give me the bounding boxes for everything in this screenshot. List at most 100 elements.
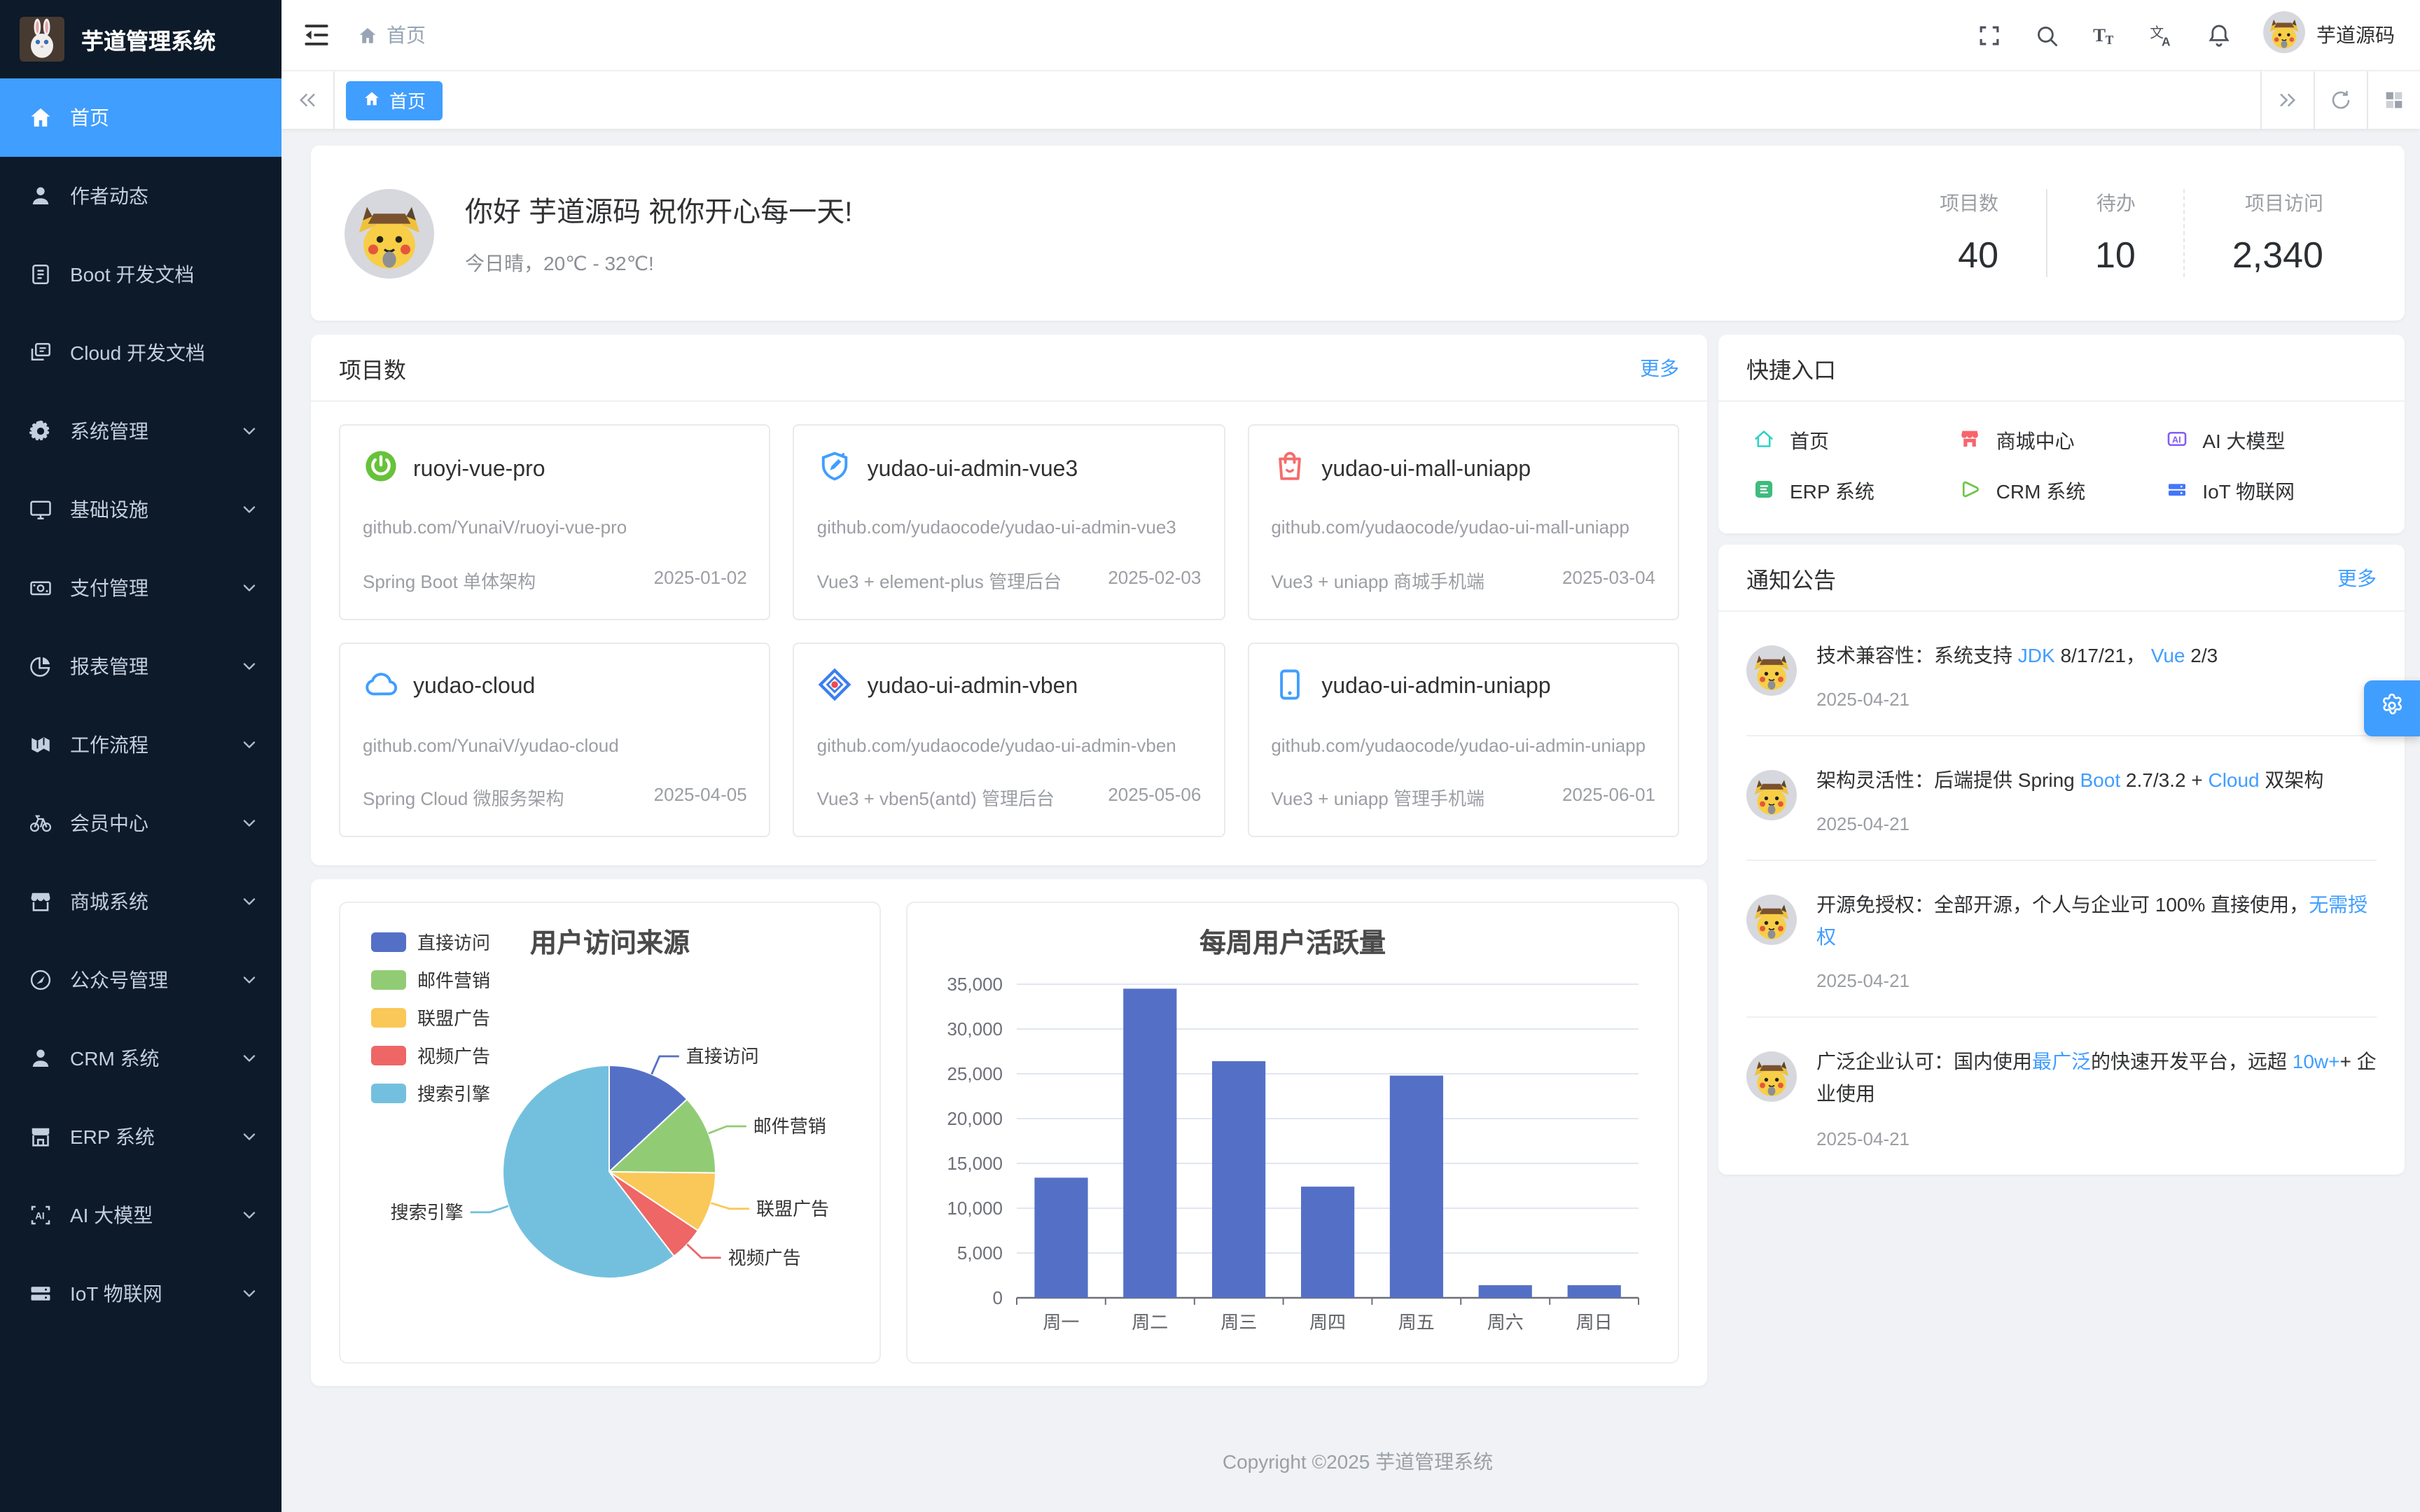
- pie-label-line: [470, 1205, 509, 1214]
- app-logo[interactable]: 芋道管理系统: [0, 0, 281, 78]
- quick-entry-CRM 系统[interactable]: CRM 系统: [1959, 477, 2165, 505]
- project-url[interactable]: github.com/yudaocode/yudao-ui-admin-unia…: [1271, 734, 1646, 755]
- sidebar-item-3[interactable]: Cloud 开发文档: [0, 314, 281, 392]
- sidebar-item-6[interactable]: 支付管理: [0, 549, 281, 627]
- notices-more-link[interactable]: 更多: [2337, 566, 2377, 589]
- notice-date: 2025-04-21: [1816, 689, 1910, 710]
- bar-周五: [1389, 1075, 1443, 1298]
- vben-diamond-icon: [817, 666, 854, 709]
- sidebar-item-label: 工作流程: [70, 734, 148, 756]
- sidebar-item-7[interactable]: 报表管理: [0, 627, 281, 706]
- legend-item-视频广告[interactable]: 视频广告: [371, 1042, 490, 1068]
- notice-title[interactable]: 开源免授权：全部开源，个人与企业可 100% 直接使用，无需授权: [1816, 893, 2368, 948]
- legend-item-直接访问[interactable]: 直接访问: [371, 928, 490, 955]
- project-url[interactable]: github.com/YunaiV/ruoyi-vue-pro: [363, 517, 627, 538]
- sidebar-item-label: 公众号管理: [70, 969, 168, 991]
- avatar: [1746, 770, 1797, 821]
- sidebar-item-12[interactable]: CRM 系统: [0, 1019, 281, 1098]
- refresh-tab-button[interactable]: [2314, 71, 2367, 129]
- quick-entry-label: AI 大模型: [2202, 430, 2286, 452]
- project-card-yudao-cloud[interactable]: yudao-cloud github.com/YunaiV/yudao-clou…: [339, 642, 771, 837]
- user-menu[interactable]: 芋道源码: [2263, 10, 2395, 59]
- tab-home[interactable]: 首页: [346, 80, 443, 120]
- notice-title[interactable]: 广泛企业认可：国内使用最广泛的快速开发平台，远超 10w++ 企业使用: [1816, 1050, 2377, 1105]
- layout-grid-button[interactable]: [2367, 71, 2420, 129]
- pie-slice-直接访问: [609, 1064, 688, 1174]
- project-card-yudao-ui-admin-vue3[interactable]: yudao-ui-admin-vue3 github.com/yudaocode…: [793, 424, 1225, 620]
- settings-drawer-button[interactable]: [2364, 680, 2420, 736]
- scroll-tabs-right-button[interactable]: [2260, 71, 2314, 129]
- svg-text:文: 文: [2150, 24, 2164, 40]
- sidebar-item-15[interactable]: IoT 物联网: [0, 1254, 281, 1333]
- sidebar-item-label: 会员中心: [70, 812, 148, 834]
- project-date: 2025-03-04: [1562, 566, 1655, 587]
- sidebar-item-0[interactable]: 首页: [0, 78, 281, 157]
- project-desc: Vue3 + element-plus 管理后台: [816, 570, 1062, 592]
- pie-slice-联盟广告: [606, 1170, 717, 1232]
- stat-项目数: 项目数 40: [1892, 189, 2046, 277]
- sidebar-menu: 首页 作者动态 Boot 开发文档 Cloud 开发文档 系统管理 基础设施 支…: [0, 78, 281, 1333]
- sidebar-item-13[interactable]: ERP 系统: [0, 1098, 281, 1176]
- project-url[interactable]: github.com/yudaocode/yudao-ui-admin-vue3: [816, 517, 1176, 538]
- gear-icon: [28, 419, 53, 444]
- y-tick-label: 25,000: [947, 1063, 1003, 1084]
- sidebar-item-4[interactable]: 系统管理: [0, 392, 281, 470]
- projects-panel-title: 项目数: [339, 359, 407, 383]
- home-icon: [357, 24, 378, 46]
- quick-entry-商城中心[interactable]: 商城中心: [1959, 427, 2165, 455]
- sidebar-item-2[interactable]: Boot 开发文档: [0, 235, 281, 314]
- project-card-yudao-ui-admin-uniapp[interactable]: yudao-ui-admin-uniapp github.com/yudaoco…: [1247, 642, 1679, 837]
- avatar: [1746, 645, 1797, 696]
- svg-text:A: A: [2162, 34, 2171, 48]
- sidebar-item-14[interactable]: AI AI 大模型: [0, 1176, 281, 1254]
- crm-play-icon: [1959, 477, 1982, 505]
- username: 芋道源码: [2316, 24, 2395, 46]
- sidebar-item-9[interactable]: 会员中心: [0, 784, 281, 862]
- edit-square-icon: [817, 448, 854, 491]
- project-url[interactable]: github.com/yudaocode/yudao-ui-admin-vben: [816, 734, 1176, 755]
- pie-label-line: [651, 1055, 679, 1075]
- ai-chip-icon: AI: [2164, 427, 2188, 455]
- iot-icon: [28, 1281, 53, 1306]
- legend-item-搜索引擎[interactable]: 搜索引擎: [371, 1079, 490, 1106]
- stat-value: 10: [2095, 234, 2136, 276]
- project-card-yudao-ui-admin-vben[interactable]: yudao-ui-admin-vben github.com/yudaocode…: [793, 642, 1225, 837]
- sidebar-item-label: ERP 系统: [70, 1126, 155, 1148]
- notice-title[interactable]: 技术兼容性：系统支持 JDK 8/17/21， Vue 2/3: [1816, 644, 2218, 666]
- project-card-yudao-ui-mall-uniapp[interactable]: yudao-ui-mall-uniapp github.com/yudaocod…: [1247, 424, 1679, 620]
- search-icon[interactable]: [2033, 22, 2060, 48]
- project-url[interactable]: github.com/yudaocode/yudao-ui-mall-uniap…: [1271, 517, 1629, 538]
- sidebar-item-11[interactable]: 公众号管理: [0, 941, 281, 1019]
- menu-fold-icon[interactable]: [301, 20, 332, 50]
- fullscreen-icon[interactable]: [1976, 22, 2003, 48]
- chevron-down-icon: [239, 657, 259, 676]
- legend-label: 搜索引擎: [417, 1084, 491, 1105]
- sidebar-item-10[interactable]: 商城系统: [0, 862, 281, 941]
- greeting-title: 你好 芋道源码 祝你开心每一天!: [465, 197, 853, 228]
- bell-icon[interactable]: [2206, 22, 2232, 48]
- sidebar-item-label: 基础设施: [70, 498, 148, 521]
- sidebar-item-8[interactable]: 工作流程: [0, 706, 281, 784]
- chevron-down-icon: [239, 1049, 259, 1068]
- notice-title[interactable]: 架构灵活性：后端提供 Spring Boot 2.7/3.2 + Cloud 双…: [1816, 769, 2324, 792]
- sidebar-item-5[interactable]: 基础设施: [0, 470, 281, 549]
- bar-chart: 0 5,000 10,000 15,000 20,000 25,000 30,000 35,0…: [947, 974, 1639, 1333]
- project-card-ruoyi-vue-pro[interactable]: ruoyi-vue-pro github.com/YunaiV/ruoyi-vu…: [339, 424, 771, 620]
- x-tick-label: 周二: [1132, 1312, 1168, 1333]
- scroll-tabs-left-button[interactable]: [281, 71, 335, 129]
- sidebar-item-1[interactable]: 作者动态: [0, 157, 281, 235]
- legend-item-联盟广告[interactable]: 联盟广告: [371, 1004, 490, 1030]
- quick-entry-AI 大模型[interactable]: AI AI 大模型: [2164, 427, 2371, 455]
- quick-entry-IoT 物联网[interactable]: IoT 物联网: [2164, 477, 2371, 505]
- legend-item-邮件营销[interactable]: 邮件营销: [371, 966, 490, 993]
- y-tick-label: 35,000: [947, 974, 1003, 995]
- projects-more-link[interactable]: 更多: [1640, 356, 1679, 379]
- quick-entry-ERP 系统[interactable]: ERP 系统: [1752, 477, 1959, 505]
- avatar: [1746, 895, 1797, 946]
- legend-label: 联盟广告: [417, 1008, 491, 1029]
- quick-entry-首页[interactable]: 首页: [1752, 427, 1959, 455]
- project-url[interactable]: github.com/YunaiV/yudao-cloud: [363, 734, 619, 755]
- legend-swatch: [371, 1007, 406, 1027]
